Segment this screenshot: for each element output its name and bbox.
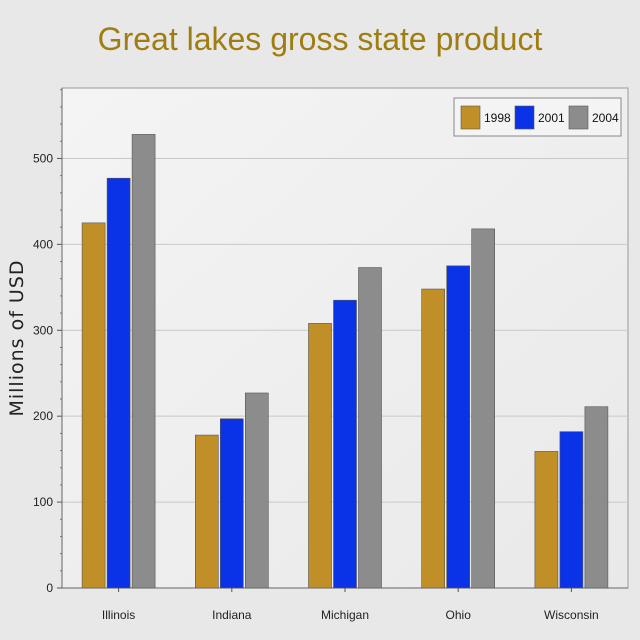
bar-indiana-1998 <box>195 434 219 589</box>
y-tick-label: 200 <box>33 409 53 423</box>
bar-wisconsin-2001 <box>559 431 584 589</box>
x-tick-label: Ohio <box>446 608 472 622</box>
bar-ohio-2001 <box>446 265 471 589</box>
chart-title: Great lakes gross state product <box>98 21 543 57</box>
x-tick-label: Wisconsin <box>544 608 599 622</box>
legend: 1998 2001 2004 <box>453 97 622 137</box>
legend-swatch-2001 <box>514 105 535 130</box>
bar-indiana-2004 <box>245 392 269 589</box>
x-tick-label: Indiana <box>212 608 252 622</box>
legend-label-2001: 2001 <box>538 111 565 125</box>
bar-wisconsin-1998 <box>534 451 559 589</box>
y-axis-label: Millions of USD <box>6 259 28 416</box>
tick-labels: 0 100 200 300 400 500 Illinois Indiana Michigan O… <box>33 151 599 622</box>
legend-swatch-1998 <box>460 105 481 130</box>
y-tick-label: 100 <box>33 495 53 509</box>
bar-michigan-2001 <box>333 299 357 589</box>
y-tick-label: 500 <box>33 151 53 165</box>
bar-illinois-2001 <box>106 177 131 589</box>
y-tick-label: 300 <box>33 323 53 337</box>
bar-ohio-2004 <box>471 228 496 589</box>
legend-swatch-2004 <box>568 105 589 130</box>
bar-wisconsin-2004 <box>584 406 609 589</box>
bar-illinois-1998 <box>81 222 106 589</box>
bar-michigan-2004 <box>358 267 382 589</box>
bars <box>81 134 609 589</box>
legend-label-1998: 1998 <box>484 111 511 125</box>
legend-box <box>453 97 622 137</box>
y-tick-label: 400 <box>33 237 53 251</box>
bar-ohio-1998 <box>421 288 446 589</box>
bar-michigan-1998 <box>308 323 332 589</box>
y-tick-label: 0 <box>46 581 53 595</box>
x-tick-label: Illinois <box>102 608 135 622</box>
legend-label-2004: 2004 <box>592 111 619 125</box>
x-tick-label: Michigan <box>321 608 369 622</box>
bar-illinois-2004 <box>131 134 156 589</box>
bar-indiana-2001 <box>220 418 244 589</box>
